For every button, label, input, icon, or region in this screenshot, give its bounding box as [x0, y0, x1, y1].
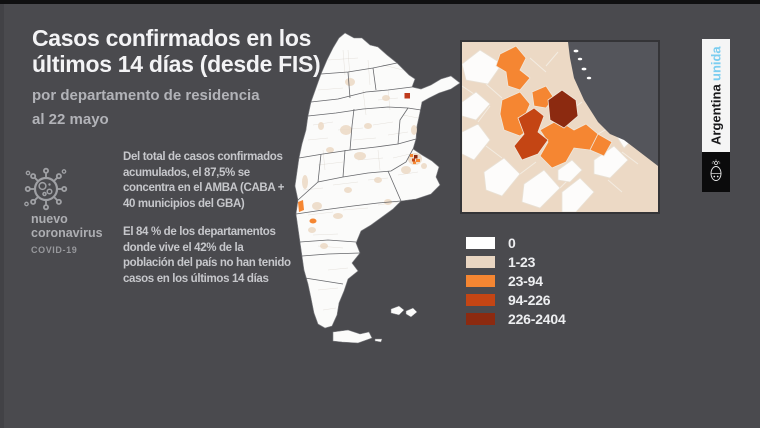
- page-title: Casos confirmados en los últimos 14 días…: [32, 25, 342, 77]
- banner-suffix: unida: [708, 46, 724, 81]
- legend-row: 0: [466, 233, 566, 252]
- virus-name-line-2: coronavirus: [31, 225, 103, 240]
- coat-of-arms-icon: [710, 159, 722, 181]
- page-subtitle: por departamento de residencia: [32, 87, 260, 104]
- title-line-1: Casos confirmados en los: [32, 25, 312, 51]
- date-label: al 22 mayo: [32, 111, 109, 128]
- legend-swatch-1: [466, 255, 495, 268]
- west-hotspot-mendoza: [298, 200, 304, 212]
- legend-label-4: 226-2404: [508, 310, 566, 327]
- legend: 0 1-23 23-94 94-226 226-2404: [466, 233, 566, 328]
- legend-label-2: 23-94: [508, 272, 543, 289]
- low-case-patches: [302, 78, 427, 249]
- legend-row: 23-94: [466, 271, 566, 290]
- inset-94-226-department: [513, 107, 549, 161]
- west-hotspot-neuquen: [309, 218, 317, 224]
- inset-226-2404-department: [547, 89, 579, 129]
- legend-swatch-0: [466, 236, 495, 249]
- legend-label-1: 1-23: [508, 253, 536, 270]
- banner-text: Argentina unida: [702, 39, 730, 152]
- banner-country: Argentina: [708, 84, 724, 145]
- coat-of-arms-box: [702, 152, 730, 192]
- rio-de-la-plata-water: [568, 42, 658, 166]
- legend-row: 226-2404: [466, 309, 566, 328]
- virus-labels: nuevo coronavirus COVID-19: [31, 212, 103, 255]
- argentina-map: [294, 32, 461, 344]
- legend-label-0: 0: [508, 234, 516, 251]
- legend-swatch-3: [466, 293, 495, 306]
- legend-swatch-2: [466, 274, 495, 287]
- amba-hotspot-cluster: [410, 154, 420, 164]
- amba-inset-map: [460, 40, 660, 214]
- virus-name-line-1: nuevo: [31, 212, 68, 226]
- stats-text-block: Del total de casos confirmados acumulado…: [123, 150, 295, 287]
- stats-paragraph-2: El 84 % de los departamentos donde vive …: [123, 226, 291, 285]
- left-edge-strip: [0, 4, 4, 428]
- legend-row: 1-23: [466, 252, 566, 271]
- legend-swatch-4: [466, 312, 495, 325]
- top-black-bar: [0, 0, 760, 4]
- header: Casos confirmados en los últimos 14 días…: [32, 25, 342, 128]
- title-line-2: últimos 14 días (desde FIS): [32, 51, 321, 77]
- legend-row: 94-226: [466, 290, 566, 309]
- coronavirus-icon: [24, 167, 68, 211]
- argentina-unida-banner: Argentina unida: [702, 39, 730, 152]
- stats-paragraph-1: Del total de casos confirmados acumulado…: [123, 151, 285, 210]
- northeast-hotspot: [404, 93, 410, 99]
- legend-label-3: 94-226: [508, 291, 551, 308]
- covid-19-label: COVID-19: [31, 245, 78, 255]
